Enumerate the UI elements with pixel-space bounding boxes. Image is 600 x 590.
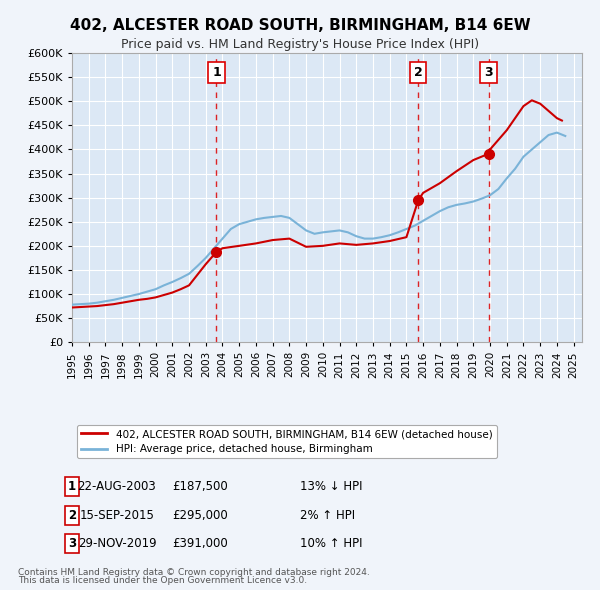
Text: Contains HM Land Registry data © Crown copyright and database right 2024.: Contains HM Land Registry data © Crown c… (18, 568, 370, 577)
Text: 1: 1 (212, 66, 221, 79)
Text: 15-SEP-2015: 15-SEP-2015 (80, 509, 154, 522)
Text: £295,000: £295,000 (172, 509, 228, 522)
Text: 402, ALCESTER ROAD SOUTH, BIRMINGHAM, B14 6EW: 402, ALCESTER ROAD SOUTH, BIRMINGHAM, B1… (70, 18, 530, 32)
Text: 22-AUG-2003: 22-AUG-2003 (77, 480, 157, 493)
Text: 2: 2 (68, 509, 76, 522)
Text: 2% ↑ HPI: 2% ↑ HPI (300, 509, 355, 522)
Text: 10% ↑ HPI: 10% ↑ HPI (300, 537, 362, 550)
Legend: 402, ALCESTER ROAD SOUTH, BIRMINGHAM, B14 6EW (detached house), HPI: Average pri: 402, ALCESTER ROAD SOUTH, BIRMINGHAM, B1… (77, 425, 497, 458)
Text: £391,000: £391,000 (172, 537, 228, 550)
Text: Price paid vs. HM Land Registry's House Price Index (HPI): Price paid vs. HM Land Registry's House … (121, 38, 479, 51)
Text: 13% ↓ HPI: 13% ↓ HPI (300, 480, 362, 493)
Text: £187,500: £187,500 (172, 480, 228, 493)
Text: 2: 2 (414, 66, 422, 79)
Text: 1: 1 (68, 480, 76, 493)
Text: 29-NOV-2019: 29-NOV-2019 (77, 537, 157, 550)
Text: 3: 3 (68, 537, 76, 550)
Text: 3: 3 (484, 66, 493, 79)
Text: This data is licensed under the Open Government Licence v3.0.: This data is licensed under the Open Gov… (18, 576, 307, 585)
